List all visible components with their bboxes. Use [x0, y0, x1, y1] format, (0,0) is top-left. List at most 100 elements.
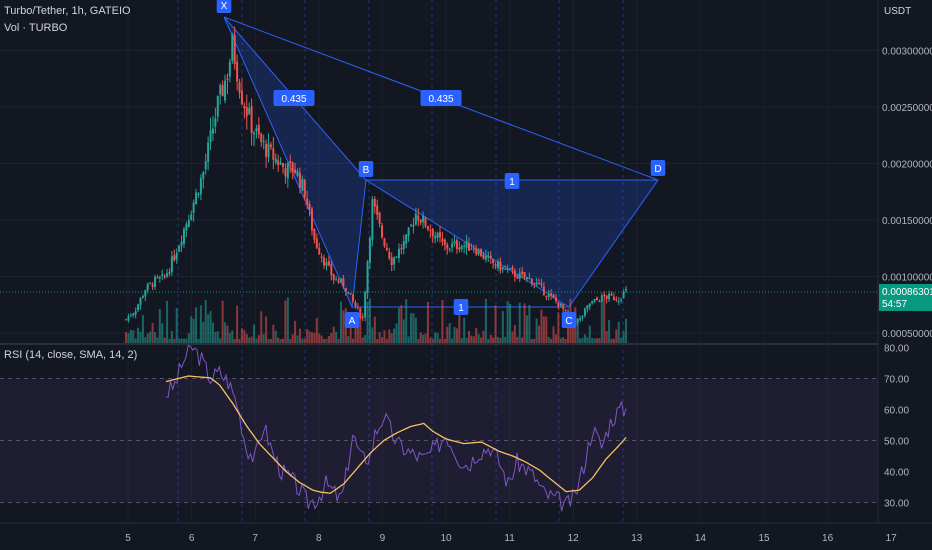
candle-body [368, 238, 371, 263]
rsi-legend[interactable]: RSI (14, close, SMA, 14, 2) [4, 349, 138, 361]
volume-bar [598, 337, 601, 343]
volume-bar [166, 300, 169, 343]
candle-body [267, 143, 270, 158]
volume-bar [465, 338, 468, 343]
price-candles [125, 26, 627, 325]
ratio-xb_ratio[interactable]: 0.435 [273, 90, 315, 106]
volume-bar [422, 334, 425, 343]
candle-body [262, 141, 265, 143]
candle-body [272, 148, 275, 160]
volume-bar [410, 313, 413, 343]
pattern-labels[interactable]: X A B C D 0.435 0.435 1 1 [216, 0, 666, 328]
ratio-bd_ratio[interactable]: 1 [504, 173, 520, 189]
volume-bar [390, 333, 393, 343]
volume-legend[interactable]: Vol · TURBO [4, 22, 68, 34]
candle-body [221, 85, 224, 97]
ratio-bd_ratio-text: 1 [509, 177, 515, 188]
volume-bar [139, 331, 142, 343]
volume-bar [581, 337, 584, 343]
candle-body [337, 280, 340, 283]
volume-bar [132, 330, 135, 343]
volume-bar [233, 338, 236, 343]
point-b-label[interactable]: B [358, 161, 374, 177]
volume-bar [335, 331, 338, 343]
candle-body [395, 256, 398, 258]
volume-bar [608, 319, 611, 343]
candle-body [306, 198, 309, 205]
candle-body [547, 294, 550, 297]
volume-bar [586, 337, 589, 343]
currency-label: USDT [884, 6, 911, 17]
candle-body [419, 219, 422, 223]
volume-bar [125, 331, 127, 343]
candle-body [233, 34, 236, 65]
candle-body [192, 202, 195, 214]
candle-body [342, 278, 345, 287]
candle-body [422, 215, 425, 223]
volume-bar [330, 332, 333, 343]
volume-bar [269, 338, 272, 343]
volume-bar [156, 337, 159, 343]
volume-bar [337, 338, 340, 343]
last-price-box[interactable] [879, 283, 932, 311]
point-c-label[interactable]: C [561, 312, 577, 328]
volume-bar [151, 322, 154, 343]
candle-body [354, 302, 357, 307]
volume-bar [301, 338, 304, 343]
volume-bar [356, 319, 359, 343]
volume-bar [199, 305, 202, 343]
time-tick: 16 [822, 533, 834, 544]
volume-bar [378, 332, 381, 343]
candle-body [376, 205, 379, 215]
volume-bar [327, 335, 330, 343]
volume-bar [146, 333, 149, 343]
candle-body [344, 287, 347, 293]
volume-bar [579, 338, 582, 343]
volume-bar [612, 338, 615, 343]
volume-bar [209, 311, 212, 343]
ratio-xd_ratio[interactable]: 0.435 [420, 90, 462, 106]
point-x-label[interactable]: X [216, 0, 232, 13]
point-d-label[interactable]: D [650, 160, 666, 176]
volume-bar [245, 333, 248, 343]
candle-body [451, 243, 454, 248]
candle-body [463, 245, 466, 247]
candle-body [364, 292, 367, 318]
point-a-label[interactable]: A [344, 312, 360, 328]
candle-body [139, 297, 142, 306]
volume-bar [535, 318, 538, 343]
candle-body [141, 296, 144, 298]
volume-bar [373, 316, 376, 343]
xabcd-pattern[interactable] [223, 16, 659, 309]
volume-bar [484, 298, 487, 343]
volume-bar [417, 338, 420, 343]
candle-body [361, 316, 364, 318]
candle-body [523, 272, 526, 278]
volume-bar [499, 337, 502, 343]
volume-bar [274, 330, 277, 343]
volume-bar [197, 338, 200, 343]
volume-bar [291, 334, 294, 343]
volume-bar [419, 332, 422, 343]
price-tick: 0.00200000 [882, 160, 932, 171]
volume-bar [455, 328, 458, 343]
candle-body [185, 224, 188, 231]
volume-bar [593, 338, 596, 343]
candle-body [424, 217, 427, 227]
candle-body [352, 294, 355, 301]
volume-bar [134, 338, 137, 343]
candle-body [197, 193, 200, 196]
candle-body [265, 143, 268, 157]
volume-bar [511, 331, 514, 343]
candle-body [168, 271, 171, 274]
rsi-pane [0, 344, 878, 512]
symbol-legend[interactable]: Turbo/Tether, 1h, GATEIO [4, 5, 131, 17]
volume-bar [303, 338, 306, 343]
volume-bar [513, 324, 516, 343]
volume-bar [296, 335, 299, 343]
candle-body [371, 199, 374, 240]
candle-body [434, 236, 437, 239]
ratio-ac_ratio[interactable]: 1 [453, 299, 469, 315]
volume-bar [323, 338, 326, 343]
